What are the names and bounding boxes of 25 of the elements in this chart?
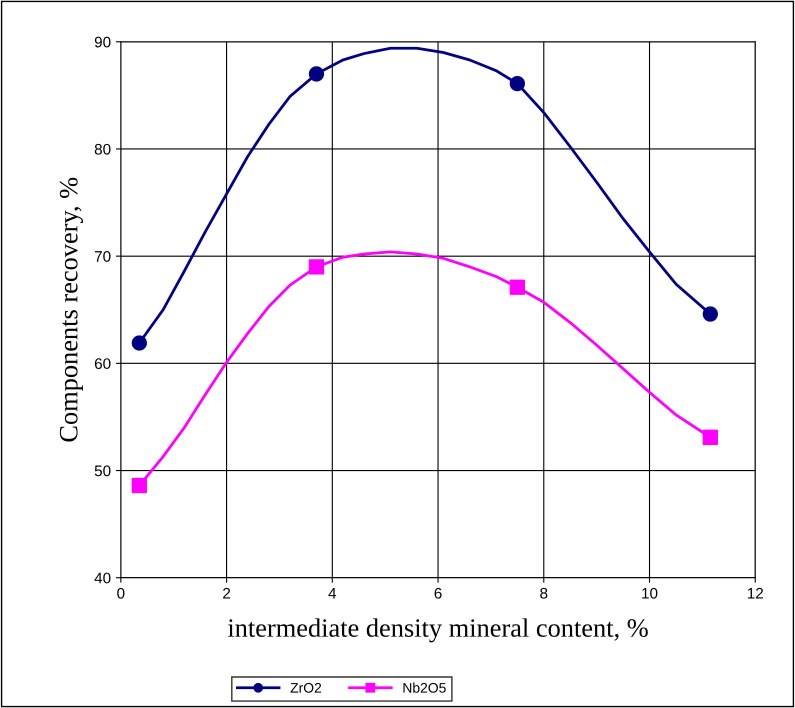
y-tick-label: 70 [94,251,111,262]
legend-label: ZrO2 [290,682,322,693]
x-tick-label: 8 [540,588,548,599]
y-tick-label: 40 [94,572,111,584]
point [308,259,324,275]
point [308,66,324,82]
x-tick-label: 12 [748,588,763,599]
x-tick-label: 2 [223,588,230,599]
x-tick-label: 6 [434,588,442,599]
x-axis-title: intermediate density mineral content, % [228,618,648,642]
point [132,478,147,494]
x-tick-label: 0 [117,588,124,599]
point [132,335,147,351]
y-tick-label: 60 [94,358,111,370]
y-tick-label: 90 [94,36,111,48]
legend-label: Nb2O5 [403,682,446,693]
x-tick-label: 10 [642,588,658,599]
point [510,76,525,92]
point [702,430,718,445]
y-tick-label: 80 [94,144,111,155]
point [510,280,525,295]
point [702,306,718,322]
y-tick-label: 50 [94,465,111,476]
x-tick-label: 4 [328,588,336,599]
y-axis-title: Components recovery, % [60,178,84,442]
